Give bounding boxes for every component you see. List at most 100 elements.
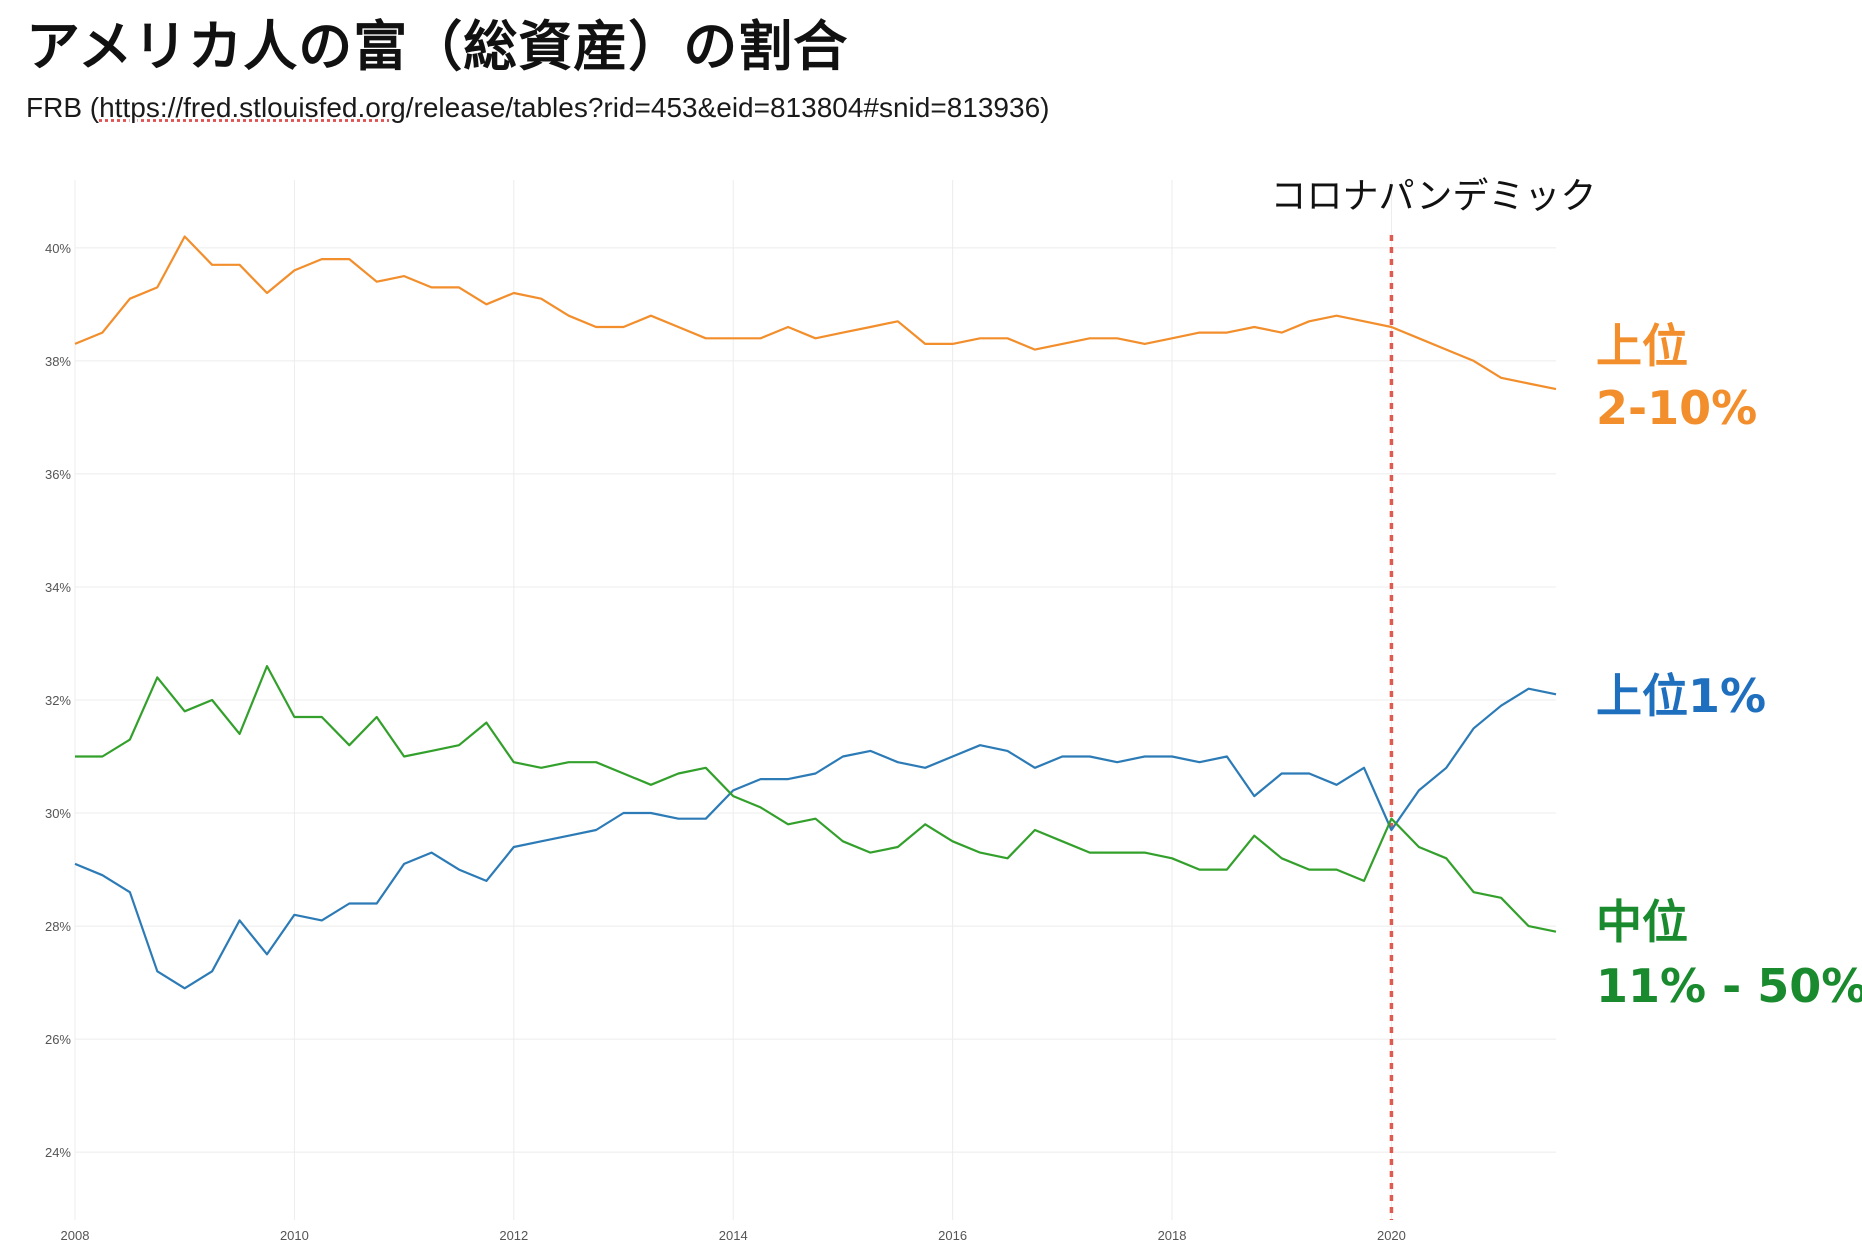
data-point — [1444, 348, 1448, 352]
x-tick-label: 2008 — [61, 1228, 90, 1243]
data-point — [622, 325, 626, 329]
data-point — [1115, 336, 1119, 340]
data-point — [649, 783, 653, 787]
data-point — [484, 879, 488, 883]
y-tick-label: 32% — [45, 693, 71, 708]
data-point — [649, 314, 653, 318]
y-tick-label: 28% — [45, 919, 71, 934]
data-point — [1252, 794, 1256, 798]
x-tick-label: 2010 — [280, 1228, 309, 1243]
data-point — [1472, 890, 1476, 894]
data-point — [375, 280, 379, 284]
data-point — [1527, 381, 1531, 385]
source-suffix: /release/tables?rid=453&eid=813804#snid=… — [405, 92, 1050, 123]
data-point — [375, 715, 379, 719]
data-point — [1307, 771, 1311, 775]
data-point — [265, 291, 269, 295]
y-tick-label: 38% — [45, 354, 71, 369]
series-label: 上位 — [1596, 319, 1688, 373]
data-point — [292, 268, 296, 272]
data-point — [1554, 387, 1558, 391]
data-point — [1280, 771, 1284, 775]
data-point — [1417, 845, 1421, 849]
data-point — [1143, 342, 1147, 346]
data-point — [1088, 336, 1092, 340]
data-point — [814, 771, 818, 775]
data-point — [1554, 930, 1558, 934]
data-point — [1143, 851, 1147, 855]
data-point — [704, 766, 708, 770]
data-point — [759, 805, 763, 809]
data-point — [1389, 828, 1393, 832]
data-point — [676, 817, 680, 821]
data-point — [1060, 839, 1064, 843]
data-point — [731, 788, 735, 792]
data-point — [320, 918, 324, 922]
data-point — [1033, 766, 1037, 770]
data-point — [676, 771, 680, 775]
data-point — [100, 331, 104, 335]
data-point — [1115, 760, 1119, 764]
data-point — [1225, 331, 1229, 335]
source-link[interactable]: https://fred.stlouisfed.org — [99, 92, 406, 123]
data-point — [1554, 692, 1558, 696]
data-point — [594, 325, 598, 329]
data-point — [786, 777, 790, 781]
data-point — [704, 817, 708, 821]
series-label: 11% - 50% — [1596, 959, 1862, 1013]
x-tick-label: 2014 — [719, 1228, 748, 1243]
data-point — [539, 839, 543, 843]
data-point — [978, 851, 982, 855]
series-label: 2-10% — [1596, 381, 1757, 435]
data-point — [512, 760, 516, 764]
data-point — [951, 839, 955, 843]
data-point — [567, 760, 571, 764]
data-point — [347, 257, 351, 261]
data-point — [292, 913, 296, 917]
data-point — [265, 664, 269, 668]
x-tick-label: 2020 — [1377, 1228, 1406, 1243]
data-point — [320, 715, 324, 719]
data-point — [594, 760, 598, 764]
data-point — [100, 755, 104, 759]
data-point — [923, 766, 927, 770]
data-point — [539, 766, 543, 770]
data-point — [1362, 879, 1366, 883]
data-point — [896, 845, 900, 849]
data-point — [1307, 868, 1311, 872]
axis-tick-labels: 24% 26% 28% 30% 32% 34% 36% 38% 40% 2008 2010 2012 2… — [45, 241, 1406, 1243]
data-point — [1170, 856, 1174, 860]
data-series — [73, 235, 1558, 990]
y-tick-label: 26% — [45, 1032, 71, 1047]
data-point — [210, 263, 214, 267]
data-point — [1005, 336, 1009, 340]
pandemic-annotation: コロナパンデミック — [1271, 176, 1597, 1220]
data-point — [896, 760, 900, 764]
data-point — [1362, 319, 1366, 323]
data-point — [183, 709, 187, 713]
data-point — [951, 755, 955, 759]
data-point — [814, 336, 818, 340]
data-point — [1472, 359, 1476, 363]
data-point — [1307, 319, 1311, 323]
data-point — [320, 257, 324, 261]
data-point — [978, 743, 982, 747]
data-point — [402, 755, 406, 759]
data-point — [786, 822, 790, 826]
data-point — [457, 285, 461, 289]
data-point — [73, 755, 77, 759]
data-point — [265, 952, 269, 956]
data-point — [1033, 828, 1037, 832]
pandemic-label: コロナパンデミック — [1271, 176, 1597, 217]
data-point — [183, 986, 187, 990]
data-point — [951, 342, 955, 346]
data-point — [978, 336, 982, 340]
data-point — [1088, 755, 1092, 759]
data-point — [1335, 783, 1339, 787]
data-point — [786, 325, 790, 329]
data-point — [430, 851, 434, 855]
data-point — [1389, 325, 1393, 329]
data-point — [375, 901, 379, 905]
data-point — [1060, 755, 1064, 759]
